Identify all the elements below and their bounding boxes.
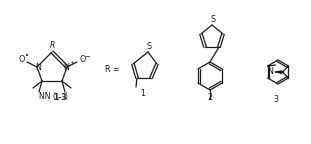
- Text: 3: 3: [273, 94, 278, 104]
- Text: N: N: [35, 62, 41, 72]
- Text: 1-3: 1-3: [53, 92, 67, 102]
- Text: R =: R =: [104, 65, 119, 73]
- Text: S: S: [211, 15, 216, 24]
- Text: N: N: [267, 68, 273, 76]
- Text: N: N: [63, 62, 69, 72]
- Text: 1: 1: [141, 90, 146, 98]
- Text: ): ): [64, 92, 67, 102]
- Text: S: S: [146, 42, 151, 51]
- Text: 2: 2: [207, 93, 212, 103]
- Text: O: O: [19, 55, 25, 65]
- Text: •: •: [26, 54, 30, 59]
- Text: O: O: [79, 55, 86, 65]
- Text: +: +: [70, 59, 74, 65]
- Text: NN (: NN (: [39, 92, 55, 102]
- Text: R: R: [49, 41, 55, 50]
- Text: −: −: [85, 54, 91, 60]
